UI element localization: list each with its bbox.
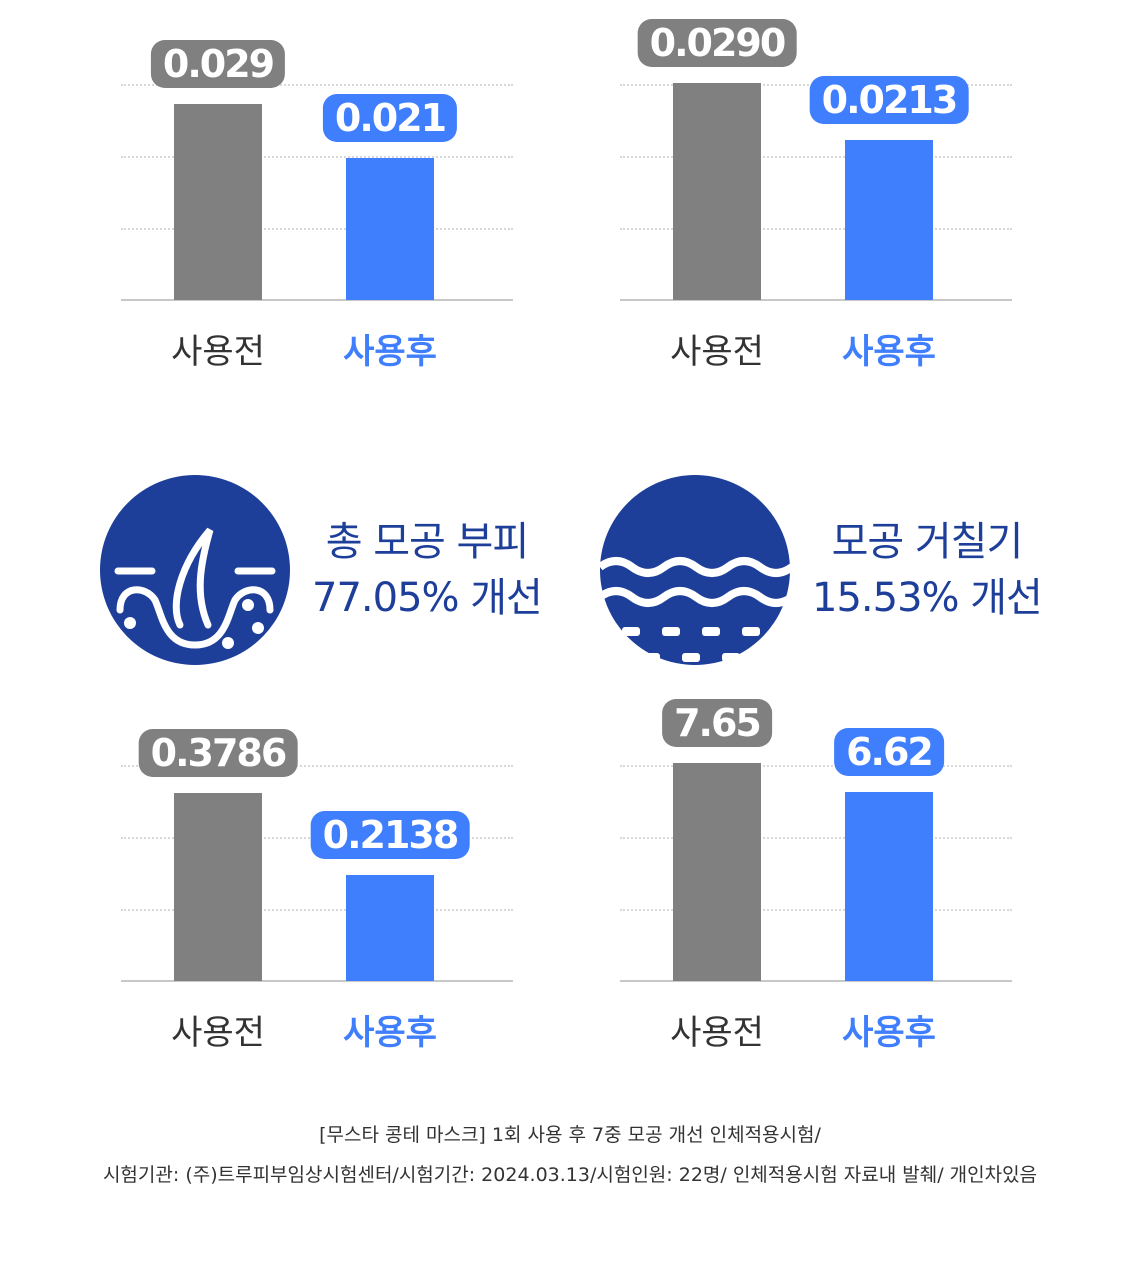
gridline — [121, 909, 513, 911]
hair-follicle-icon — [100, 475, 290, 665]
data-label: 0.0213 — [809, 76, 969, 125]
data-label: 6.62 — [834, 728, 944, 777]
x-axis — [620, 980, 1012, 982]
gridline — [620, 228, 1012, 230]
x-tick-label: 사용전 — [171, 1013, 265, 1053]
bar-after — [845, 140, 933, 300]
chart-2: 0.0290 사용전 0.0213 사용후 — [620, 0, 1012, 372]
bar-before — [174, 793, 262, 981]
x-tick-label: 사용전 — [171, 332, 265, 372]
x-axis — [121, 299, 513, 301]
gridline — [121, 84, 513, 86]
metric-value: 77.05% 개선 — [312, 575, 543, 621]
x-tick-label: 사용후 — [842, 1013, 936, 1053]
gridline — [121, 156, 513, 158]
bar-before — [673, 82, 761, 300]
x-tick-label: 사용후 — [842, 332, 936, 372]
data-label: 0.2138 — [310, 810, 470, 859]
metric-value: 15.53% 개선 — [812, 575, 1043, 621]
x-tick-label: 사용전 — [670, 1013, 764, 1053]
metric-title: 모공 거칠기 — [831, 519, 1024, 565]
gridline — [620, 909, 1012, 911]
gridline — [121, 765, 513, 767]
x-axis — [121, 980, 513, 982]
bar-after — [346, 158, 434, 300]
data-label: 0.021 — [322, 94, 458, 143]
data-label: 7.65 — [662, 699, 772, 747]
metric-pore-volume: 총 모공 부피 77.05% 개선 — [100, 475, 543, 665]
gridline — [620, 156, 1012, 158]
bar-before — [174, 104, 262, 300]
skin-texture-waves-icon — [600, 475, 790, 665]
data-label: 0.0290 — [637, 18, 797, 67]
gridline — [620, 837, 1012, 839]
chart-4: 7.65 사용전 6.62 사용후 — [620, 681, 1012, 1053]
footer-study-title: [무스타 콩테 마스크] 1회 사용 후 7중 모공 개선 인체적용시험/ — [319, 1124, 821, 1146]
data-label: 0.3786 — [138, 729, 298, 777]
metric-title: 총 모공 부피 — [325, 519, 529, 565]
bar-after — [845, 792, 933, 981]
chart-3: 0.3786 사용전 0.2138 사용후 — [121, 681, 513, 1053]
gridline — [620, 765, 1012, 767]
data-label: 0.029 — [150, 40, 286, 89]
footer-study-details: 시험기관: (주)트루피부임상시험센터/시험기간: 2024.03.13/시험인… — [102, 1164, 1038, 1186]
gridline — [121, 228, 513, 230]
metric-pore-roughness: 모공 거칠기 15.53% 개선 — [600, 475, 1043, 665]
bar-before — [673, 763, 761, 981]
x-tick-label: 사용후 — [343, 332, 437, 372]
bar-after — [346, 874, 434, 981]
x-axis — [620, 299, 1012, 301]
x-tick-label: 사용후 — [343, 1013, 437, 1053]
chart-1: 0.029 사용전 0.021 사용후 — [121, 0, 513, 372]
x-tick-label: 사용전 — [670, 332, 764, 372]
